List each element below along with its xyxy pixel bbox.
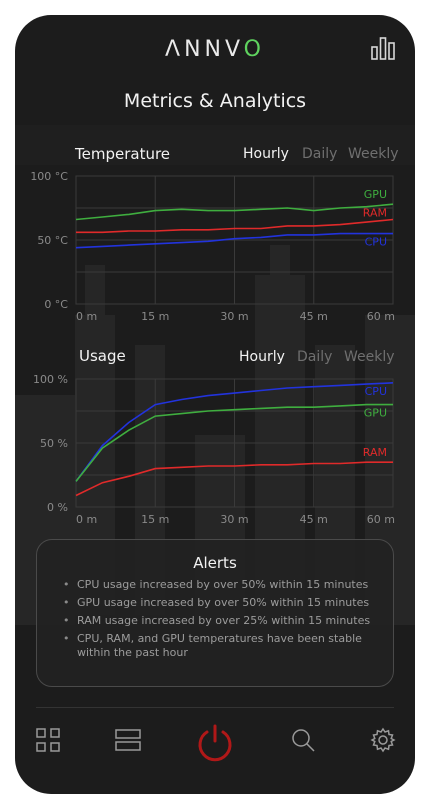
dashboard-grid-icon[interactable] — [28, 720, 68, 760]
alerts-card: Alerts CPU usage increased by over 50% w… — [36, 539, 394, 687]
usage-tab-weekly[interactable]: Weekly — [344, 349, 395, 365]
series-label-ram: RAM — [363, 207, 387, 220]
alerts-list: CPU usage increased by over 50% within 1… — [63, 578, 373, 664]
alert-item: CPU, RAM, and GPU temperatures have been… — [63, 632, 373, 660]
alert-item: RAM usage increased by over 25% within 1… — [63, 614, 373, 628]
alert-item: GPU usage increased by over 50% within 1… — [63, 596, 373, 610]
settings-gear-icon[interactable] — [363, 720, 403, 760]
series-line-cpu — [75, 232, 393, 249]
plot-area — [75, 175, 394, 305]
series-line-ram — [76, 218, 394, 234]
y-tick-label: 0 % — [47, 501, 68, 514]
app-logo: ΛNNVO — [165, 37, 265, 62]
search-icon[interactable] — [283, 720, 323, 760]
x-tick-label: 15 m — [141, 310, 169, 323]
temperature-tab-daily[interactable]: Daily — [302, 146, 338, 162]
temperature-chart: 100 °C 50 °C 0 °C 0 m 15 m 30 m 45 m 60 m GPU RAM… — [30, 170, 395, 323]
list-view-icon[interactable] — [108, 720, 148, 760]
temperature-tab-weekly[interactable]: Weekly — [348, 146, 399, 162]
usage-tab-hourly[interactable]: Hourly — [239, 349, 285, 365]
x-tick-label: 60 m — [367, 310, 395, 323]
series-label-ram: RAM — [363, 446, 387, 459]
x-tick-label: 30 m — [220, 513, 248, 526]
y-tick-label: 0 °C — [44, 298, 68, 311]
alert-item: CPU usage increased by over 50% within 1… — [63, 578, 373, 592]
y-tick-label: 50 % — [40, 437, 68, 450]
series-label-cpu: CPU — [365, 385, 387, 398]
x-tick-label: 60 m — [367, 513, 395, 526]
nav-divider — [36, 707, 394, 708]
series-label-cpu: CPU — [365, 236, 387, 249]
bar-chart-icon[interactable] — [370, 35, 396, 61]
series-label-gpu: GPU — [364, 407, 387, 420]
plot-area — [75, 378, 394, 508]
series-line-gpu — [75, 203, 394, 221]
y-tick-label: 100 °C — [30, 170, 68, 183]
phone-frame: ΛNNVO Metrics & Analytics Temperature Ho… — [15, 15, 415, 794]
power-icon[interactable] — [195, 723, 235, 763]
temperature-tab-hourly[interactable]: Hourly — [243, 146, 289, 162]
x-tick-label: 0 m — [76, 310, 97, 323]
usage-title: Usage — [79, 347, 126, 365]
x-tick-label: 45 m — [300, 513, 328, 526]
usage-chart: 100 % 50 % 0 % 0 m 15 m 30 m 45 m 60 m CPU GPU RAM — [33, 373, 395, 526]
series-label-gpu: GPU — [364, 188, 387, 201]
page-title: Metrics & Analytics — [123, 90, 307, 112]
alerts-title: Alerts — [193, 554, 237, 572]
x-tick-label: 15 m — [141, 513, 169, 526]
x-tick-label: 0 m — [76, 513, 97, 526]
usage-tab-daily[interactable]: Daily — [297, 349, 333, 365]
x-tick-label: 30 m — [220, 310, 248, 323]
y-tick-label: 100 % — [33, 373, 68, 386]
x-tick-label: 45 m — [300, 310, 328, 323]
y-tick-label: 50 °C — [37, 234, 68, 247]
series-line-cpu — [75, 382, 394, 482]
series-line-ram — [75, 461, 393, 497]
temperature-title: Temperature — [75, 145, 171, 163]
series-line-gpu — [75, 403, 393, 482]
